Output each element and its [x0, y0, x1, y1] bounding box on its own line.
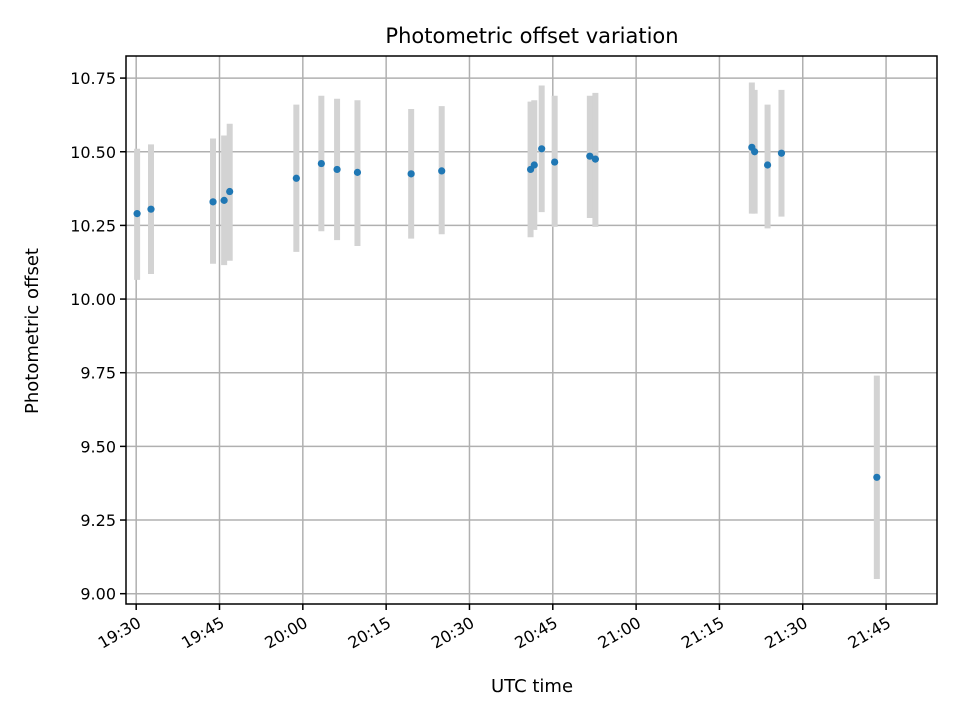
y-tick-label: 9.75	[80, 364, 116, 383]
plot-frame	[125, 55, 938, 605]
data-point	[292, 174, 300, 182]
data-point	[586, 152, 594, 160]
x-axis: 19:30 19:45 20:00 20:15 20:30 20:45 21:00 21:15…	[95, 604, 894, 653]
data-point	[407, 170, 415, 178]
x-tick-label: 20:30	[428, 613, 477, 653]
y-axis: 9.00 9.25 9.50 9.75 10.00 10.25 10.50 10.75	[70, 69, 126, 604]
y-tick-label: 9.50	[80, 437, 116, 456]
data-point	[873, 473, 881, 481]
data-point	[763, 161, 772, 169]
data-point	[333, 165, 341, 174]
x-tick-label: 20:45	[511, 613, 560, 653]
x-tick-label: 19:45	[178, 613, 227, 653]
x-tick-label: 19:30	[95, 613, 144, 653]
y-tick-label: 10.00	[70, 290, 116, 309]
y-tick-label: 10.75	[70, 69, 116, 88]
data-point	[530, 161, 538, 169]
data-point	[353, 168, 362, 176]
x-tick-label: 21:15	[678, 613, 727, 653]
y-tick-label: 9.25	[80, 511, 116, 530]
data-point	[438, 167, 446, 175]
data-point	[751, 148, 759, 156]
x-tick-label: 20:15	[345, 613, 394, 653]
data-point	[133, 210, 141, 218]
data-point	[551, 158, 559, 166]
data-point	[591, 155, 599, 163]
y-tick-label: 10.50	[70, 143, 116, 162]
y-tick-label: 10.25	[70, 216, 116, 235]
chart-title: Photometric offset variation	[385, 24, 678, 48]
data-point	[538, 145, 546, 153]
data-point	[147, 205, 155, 213]
data-point	[317, 159, 325, 168]
x-tick-label: 21:30	[761, 613, 810, 653]
x-tick-label: 20:00	[261, 613, 310, 653]
error-bars	[134, 82, 880, 579]
data-point	[777, 149, 786, 157]
data-point	[220, 196, 228, 204]
data-point	[226, 187, 234, 196]
y-tick-label: 9.00	[80, 585, 116, 604]
data-point	[209, 198, 217, 206]
y-axis-label: Photometric offset	[22, 248, 43, 414]
x-axis-label: UTC time	[491, 676, 573, 697]
x-tick-label: 21:00	[595, 613, 644, 653]
data-points	[133, 143, 881, 481]
x-tick-label: 21:45	[845, 613, 894, 653]
